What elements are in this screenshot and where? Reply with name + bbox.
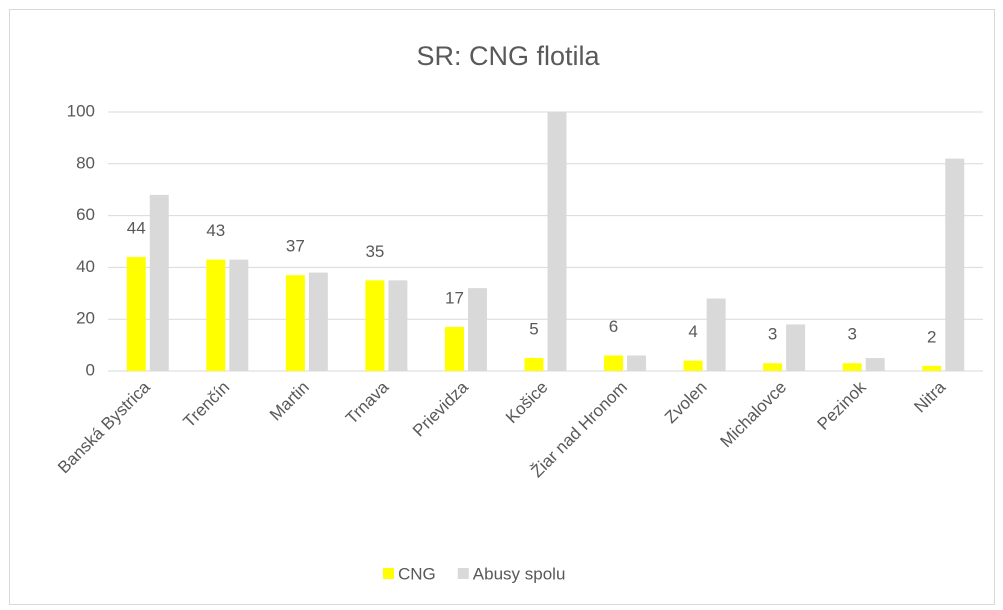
y-tick-label: 100 (67, 101, 95, 120)
bar (763, 363, 783, 371)
chart-title: SR: CNG flotila (416, 41, 600, 71)
bar (604, 355, 624, 371)
y-tick-label: 40 (76, 257, 95, 276)
y-tick-label: 0 (86, 360, 95, 379)
data-label: 6 (609, 317, 618, 336)
data-label: 3 (768, 325, 777, 344)
bar (627, 355, 647, 371)
bar (842, 363, 862, 371)
bar (149, 194, 169, 371)
y-tick-label: 60 (76, 205, 95, 224)
bar (706, 298, 726, 371)
bar (547, 112, 567, 371)
bar (945, 158, 965, 371)
data-label: 37 (286, 237, 305, 256)
bar (444, 326, 464, 371)
bar (308, 272, 328, 371)
data-label: 5 (529, 320, 538, 339)
legend-swatch (457, 568, 469, 579)
legend-label: Abusy spolu (473, 564, 566, 583)
bar (524, 358, 544, 371)
data-label: 3 (847, 325, 856, 344)
bar (229, 259, 249, 371)
data-label: 43 (206, 221, 225, 240)
data-label: 44 (127, 219, 146, 238)
bar (206, 259, 226, 371)
bar (365, 280, 385, 371)
bar (285, 275, 305, 371)
data-label: 4 (688, 322, 697, 341)
y-tick-label: 20 (76, 309, 95, 328)
bar (865, 358, 885, 371)
bar (922, 365, 942, 371)
y-tick-label: 80 (76, 153, 95, 172)
data-label: 2 (927, 327, 936, 346)
data-label: 17 (445, 288, 464, 307)
bar (683, 360, 703, 371)
bar (786, 324, 806, 371)
bar (467, 288, 487, 371)
bar (388, 280, 408, 371)
data-label: 35 (365, 242, 384, 261)
legend-label: CNG (398, 564, 436, 583)
chart-border (9, 9, 995, 605)
legend-swatch (383, 568, 394, 579)
bar (126, 257, 146, 371)
